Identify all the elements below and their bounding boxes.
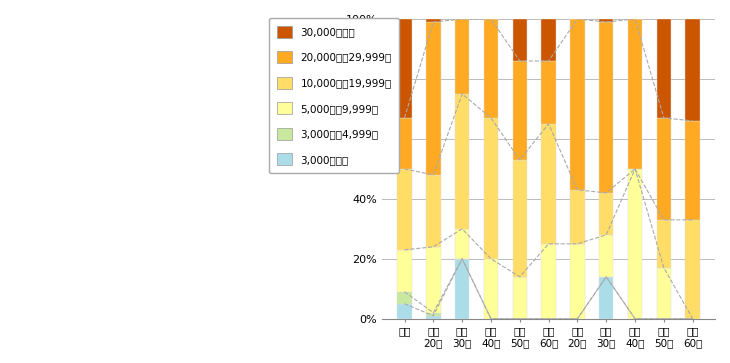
Bar	[426, 316, 440, 319]
Bar	[426, 22, 440, 175]
Bar	[426, 247, 440, 313]
Legend: 30,000円以上, 20,000円～29,999円, 10,000円～19,999円, 5,000円～9,999円, 3,000円～4,999円, 3,000: 30,000円以上, 20,000円～29,999円, 10,000円～19,9…	[269, 18, 399, 173]
Bar	[542, 124, 556, 244]
Bar	[599, 193, 613, 235]
Bar	[685, 220, 700, 319]
Bar	[599, 235, 613, 277]
Bar	[512, 277, 527, 319]
Bar	[599, 277, 613, 319]
Bar	[484, 19, 498, 118]
Bar	[570, 19, 585, 190]
Bar	[512, 61, 527, 160]
Bar	[599, 19, 613, 22]
Bar	[397, 169, 412, 250]
Bar	[397, 292, 412, 304]
Bar	[570, 244, 585, 319]
Bar	[657, 268, 671, 319]
Bar	[455, 19, 469, 94]
Bar	[628, 169, 642, 319]
Bar	[570, 190, 585, 244]
Bar	[426, 19, 440, 22]
Bar	[512, 19, 527, 61]
Bar	[657, 220, 671, 268]
Bar	[397, 304, 412, 319]
Bar	[599, 22, 613, 193]
Bar	[455, 229, 469, 259]
Bar	[426, 313, 440, 316]
Bar	[484, 118, 498, 259]
Bar	[685, 121, 700, 220]
Bar	[426, 175, 440, 247]
Bar	[685, 19, 700, 121]
Bar	[397, 118, 412, 169]
Bar	[542, 19, 556, 61]
Bar	[542, 244, 556, 319]
Bar	[512, 160, 527, 277]
Bar	[657, 118, 671, 220]
Bar	[455, 259, 469, 319]
Bar	[484, 259, 498, 319]
Bar	[397, 250, 412, 292]
Bar	[657, 19, 671, 118]
Bar	[455, 94, 469, 229]
Bar	[628, 19, 642, 169]
Bar	[397, 19, 412, 118]
Bar	[542, 61, 556, 124]
